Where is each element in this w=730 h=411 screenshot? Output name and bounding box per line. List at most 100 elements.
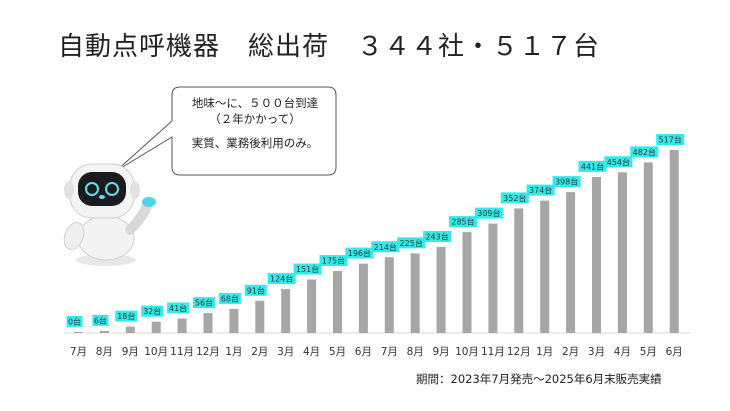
data-label-box [141, 305, 164, 317]
x-tick-label: 2月 [562, 346, 579, 358]
data-label-box [66, 316, 83, 327]
bar [203, 313, 213, 333]
data-label: 285台 [451, 217, 474, 227]
x-tick-label: 12月 [196, 346, 220, 358]
bar [592, 176, 601, 333]
data-label: 398台 [555, 177, 578, 187]
x-tick-label: 9月 [122, 346, 139, 358]
page-title: 自動点呼機器 総出荷 ３４４社・５１７台 [58, 26, 600, 63]
speech-bubble-text: 地味～に、５００台到達 （２年かかって） 実質、業務後利用のみ。 [180, 95, 330, 151]
speech-bubble: 地味～に、５００台到達 （２年かかって） 実質、業務後利用のみ。 [115, 86, 337, 176]
data-label-box [244, 284, 267, 296]
data-label-box [293, 263, 322, 275]
bar [307, 279, 317, 333]
data-label: 91台 [247, 285, 265, 295]
data-label-box [218, 292, 241, 304]
x-tick-label: 1月 [536, 346, 553, 358]
data-label: 517台 [659, 135, 682, 145]
data-label: 0台 [68, 317, 81, 327]
data-label: 214台 [374, 242, 397, 252]
x-tick-label: 10月 [455, 346, 479, 358]
data-label: 196台 [348, 248, 371, 258]
bar [151, 321, 161, 333]
x-tick-label: 4月 [303, 346, 320, 358]
data-label: 18台 [117, 311, 135, 321]
bar [566, 192, 576, 333]
bar [669, 150, 679, 333]
bar [125, 326, 135, 333]
bar [410, 253, 420, 333]
data-label-box [423, 230, 452, 242]
data-label-box [630, 146, 659, 158]
x-tick-label: 9月 [433, 346, 450, 358]
bar [540, 200, 550, 333]
data-label-box [449, 216, 477, 228]
bar [617, 172, 627, 333]
x-tick-label: 11月 [481, 346, 505, 358]
data-label-box [319, 255, 348, 267]
footnote: 期間：2023年7月発売～2025年6月末販売実績 [416, 372, 662, 386]
data-label: 124台 [270, 274, 293, 284]
x-tick-label: 6月 [666, 346, 683, 358]
bar [514, 208, 524, 333]
data-label-box [345, 247, 374, 259]
x-tick-label: 7月 [70, 346, 87, 358]
bar [74, 332, 83, 333]
x-tick-label: 3月 [588, 346, 605, 358]
callout-line-1: 地味～に、５００台到達 [191, 96, 319, 110]
data-label-box [474, 207, 503, 219]
data-label-box [604, 156, 633, 168]
title-totals: ３４４社・５１７台 [357, 32, 601, 62]
x-tick-label: 4月 [614, 346, 631, 358]
x-tick-label: 5月 [329, 346, 346, 358]
title-device: 自動点呼機器 [58, 32, 221, 62]
data-label: 32台 [143, 306, 161, 316]
speech-bubble-shape [115, 86, 337, 176]
data-label-box [552, 176, 581, 188]
bar [462, 232, 472, 333]
callout-line-3: 実質、業務後利用のみ。 [191, 136, 319, 150]
bar [358, 263, 368, 333]
x-tick-label: 10月 [144, 346, 168, 358]
data-label-box [578, 160, 607, 172]
data-label-box [267, 273, 296, 285]
data-label: 441台 [581, 161, 604, 171]
data-label: 151台 [296, 264, 319, 274]
bar [488, 223, 498, 333]
x-tick-label: 8月 [96, 346, 113, 358]
bar [281, 289, 291, 333]
bar [643, 162, 653, 333]
x-tick-label: 1月 [225, 346, 242, 358]
x-tick-label: 7月 [381, 346, 398, 358]
title-shipments: 総出荷 [248, 32, 330, 62]
data-label-box [371, 241, 400, 253]
bar [436, 246, 446, 333]
x-tick-label: 12月 [507, 346, 531, 358]
bar [255, 300, 265, 333]
data-label: 374台 [529, 185, 552, 195]
x-tick-label: 3月 [277, 346, 294, 358]
data-label: 454台 [607, 157, 630, 167]
data-label-box [193, 297, 215, 309]
callout-line-2: （２年かかって） [209, 112, 301, 126]
data-label: 352台 [503, 193, 526, 203]
data-label: 482台 [633, 147, 656, 157]
bar [333, 271, 342, 333]
data-label: 68台 [221, 293, 239, 303]
x-tick-label: 6月 [355, 346, 372, 358]
data-label: 6台 [94, 315, 107, 325]
data-label-box [115, 310, 138, 322]
data-label: 56台 [195, 298, 213, 308]
data-label-box [500, 192, 529, 204]
bar [99, 330, 109, 333]
data-label-box [656, 134, 685, 145]
data-label-box [526, 184, 555, 196]
x-tick-label: 11月 [170, 346, 194, 358]
bar [384, 257, 394, 333]
bar [177, 318, 187, 333]
data-label: 41台 [169, 303, 187, 313]
x-tick-label: 2月 [251, 346, 268, 358]
robot-icon [56, 160, 161, 270]
data-label-box [167, 302, 190, 314]
